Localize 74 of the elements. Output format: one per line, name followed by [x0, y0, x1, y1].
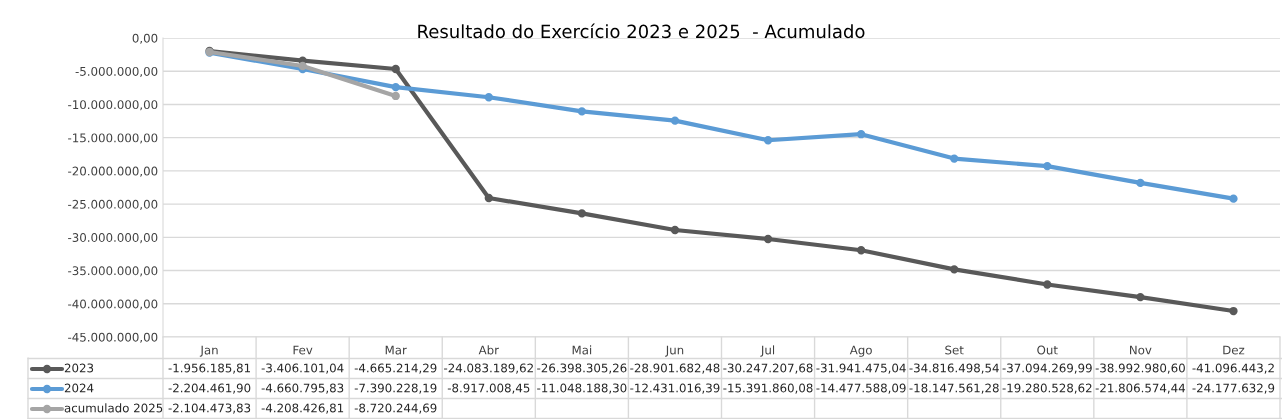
data-label: -7.390.228,19 — [354, 383, 437, 394]
y-tick-label: -15.000.000,00 — [68, 133, 158, 144]
data-label: -37.094.269,99 — [1002, 363, 1092, 374]
point — [950, 154, 959, 163]
data-label: -24.177.632,9 — [1192, 383, 1275, 394]
y-tick-label: -10.000.000,00 — [68, 100, 158, 111]
x-tick-label: Mar — [385, 345, 407, 355]
data-label: -3.406.101,04 — [261, 363, 344, 374]
y-tick-label: -30.000.000,00 — [68, 233, 158, 244]
x-tick-label: Dez — [1223, 345, 1245, 355]
point — [670, 225, 680, 235]
point — [856, 246, 866, 255]
data-label: -26.398.305,26 — [537, 363, 627, 374]
data-label: -21.806.574,44 — [1095, 383, 1186, 394]
point — [1136, 178, 1145, 188]
point — [1229, 194, 1238, 203]
point — [670, 116, 680, 125]
point — [763, 136, 773, 145]
data-label: -18.147.561,28 — [909, 383, 999, 394]
x-tick-label: Out — [1037, 345, 1058, 355]
chart-title: Resultado do Exercício 2023 e 2025 - Acumulado — [418, 23, 865, 39]
data-label: -41.096.443,2 — [1192, 363, 1274, 374]
y-tick-label: 0,00 — [132, 33, 158, 44]
data-label: -24.083.189,62 — [444, 363, 533, 374]
x-tick-label: Fev — [293, 345, 313, 355]
x-tick-label: Set — [945, 345, 964, 355]
legend-label: acumulado 2025 — [64, 403, 163, 413]
data-label: -19.280.528,62 — [1002, 383, 1092, 394]
y-tick-label: -40.000.000,00 — [68, 299, 158, 310]
y-tick-label: -20.000.000,00 — [68, 166, 158, 177]
point — [950, 265, 959, 274]
point — [1229, 306, 1238, 316]
data-label: -31.941.475,04 — [816, 363, 906, 374]
point — [391, 91, 400, 101]
data-label: -4.660.795,83 — [261, 383, 344, 394]
x-tick-label: Ago — [849, 345, 872, 357]
data-label: -12.431.016,39 — [630, 383, 720, 394]
x-tick-label: Jul — [760, 345, 775, 357]
data-label: -8.720.244,69 — [354, 403, 437, 414]
x-tick-label: Jun — [665, 345, 684, 357]
legend-label: 2024 — [64, 383, 94, 393]
point — [577, 209, 587, 218]
point — [856, 130, 866, 139]
data-label: -8.917.008,45 — [447, 383, 530, 394]
data-label: -14.477.588,09 — [816, 383, 906, 394]
point — [1043, 280, 1052, 289]
point — [484, 93, 493, 102]
y-tick-label: -35.000.000,00 — [68, 266, 158, 277]
data-label: -11.048.188,30 — [537, 383, 627, 394]
x-tick-label: Abr — [478, 345, 499, 355]
x-tick-label: Jan — [199, 345, 218, 357]
data-label: -2.104.473,83 — [168, 403, 251, 414]
x-tick-label: Mai — [572, 345, 592, 355]
data-label: -28.901.682,48 — [630, 363, 720, 374]
point — [1136, 292, 1145, 302]
data-label: -38.992.980,60 — [1095, 363, 1185, 374]
data-label: -4.208.426,81 — [261, 403, 344, 414]
point — [1043, 161, 1052, 171]
point — [391, 64, 400, 74]
legend-label: 2023 — [64, 363, 94, 373]
data-label: -1.956.185,81 — [168, 363, 251, 374]
y-tick-label: -5.000.000,00 — [75, 66, 158, 78]
y-tick-label: -45.000.000,00 — [68, 332, 158, 343]
y-tick-label: -25.000.000,00 — [68, 199, 158, 210]
data-label: -2.204.461,90 — [168, 383, 251, 394]
data-label: -30.247.207,68 — [723, 363, 813, 374]
point — [763, 234, 773, 244]
point — [577, 107, 587, 116]
x-tick-label: Nov — [1130, 345, 1152, 355]
data-label: -34.816.498,54 — [909, 363, 999, 374]
point — [391, 82, 400, 92]
data-label: -15.391.860,08 — [723, 383, 813, 394]
data-label: -4.665.214,29 — [354, 363, 437, 374]
point — [484, 193, 493, 203]
